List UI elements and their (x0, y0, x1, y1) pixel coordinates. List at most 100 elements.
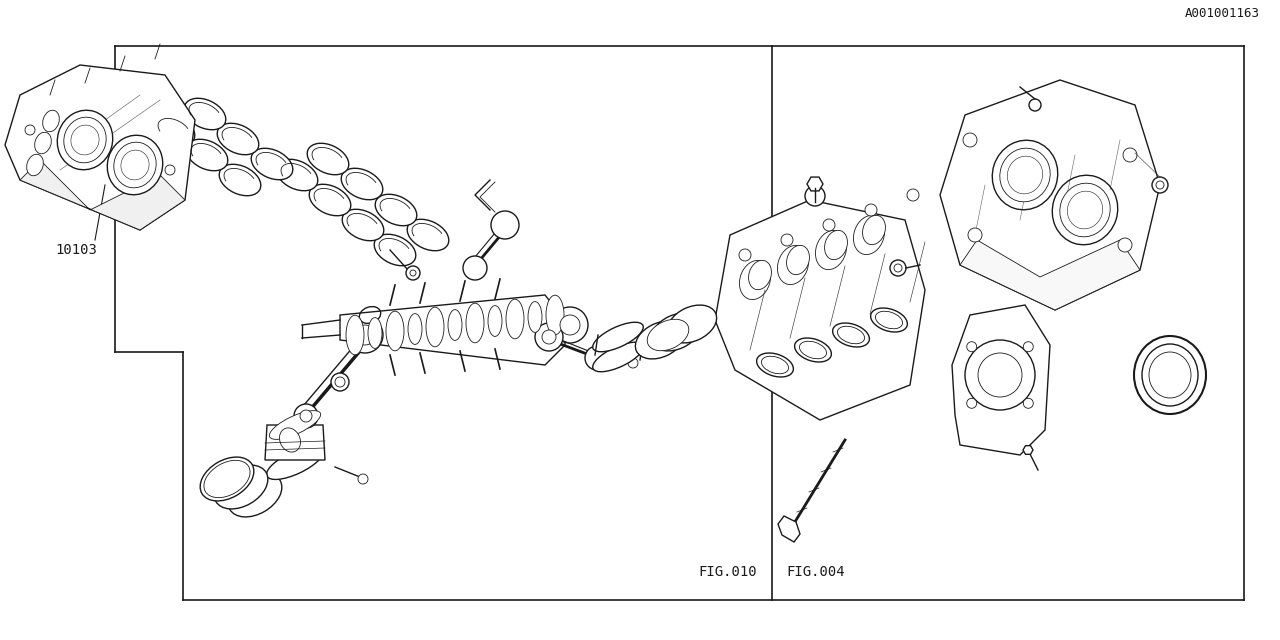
Ellipse shape (58, 110, 113, 170)
Ellipse shape (35, 132, 51, 154)
Ellipse shape (184, 99, 225, 130)
Ellipse shape (346, 316, 364, 355)
Ellipse shape (795, 338, 832, 362)
Text: A001001163: A001001163 (1185, 7, 1260, 20)
Ellipse shape (266, 447, 324, 479)
Ellipse shape (186, 140, 228, 171)
Circle shape (561, 315, 580, 335)
Circle shape (410, 270, 416, 276)
Circle shape (406, 266, 420, 280)
Circle shape (1123, 148, 1137, 162)
Polygon shape (716, 200, 925, 420)
Ellipse shape (387, 311, 404, 351)
Ellipse shape (863, 215, 886, 244)
Ellipse shape (1052, 175, 1117, 244)
Circle shape (968, 228, 982, 242)
Ellipse shape (310, 184, 351, 216)
Ellipse shape (120, 150, 148, 180)
Circle shape (165, 165, 175, 175)
Polygon shape (778, 516, 800, 542)
Ellipse shape (749, 260, 772, 290)
Circle shape (966, 342, 977, 352)
Text: FIG.010: FIG.010 (698, 565, 756, 579)
Ellipse shape (342, 209, 384, 241)
Ellipse shape (1060, 183, 1110, 237)
Ellipse shape (426, 307, 444, 347)
Circle shape (1117, 238, 1132, 252)
Ellipse shape (1134, 336, 1206, 414)
Circle shape (585, 346, 609, 370)
Ellipse shape (593, 342, 644, 372)
Circle shape (535, 323, 563, 351)
Ellipse shape (870, 308, 908, 332)
Circle shape (358, 474, 369, 484)
Circle shape (966, 398, 977, 408)
Ellipse shape (854, 216, 884, 255)
Ellipse shape (593, 323, 644, 352)
Ellipse shape (374, 234, 416, 266)
Ellipse shape (108, 135, 163, 195)
Ellipse shape (269, 411, 321, 440)
Ellipse shape (218, 124, 259, 155)
Circle shape (294, 404, 317, 428)
Ellipse shape (547, 295, 564, 335)
Ellipse shape (251, 148, 293, 180)
Ellipse shape (307, 143, 348, 175)
Ellipse shape (756, 353, 794, 377)
Circle shape (552, 307, 588, 343)
Polygon shape (806, 177, 823, 191)
Ellipse shape (740, 260, 771, 300)
Circle shape (335, 377, 346, 387)
Text: 10103: 10103 (55, 243, 97, 257)
Polygon shape (960, 240, 1140, 310)
Circle shape (628, 358, 637, 368)
Ellipse shape (219, 164, 261, 196)
Polygon shape (20, 160, 186, 230)
Ellipse shape (635, 321, 685, 359)
Circle shape (893, 264, 902, 272)
Ellipse shape (466, 303, 484, 343)
Polygon shape (265, 425, 325, 460)
Ellipse shape (375, 195, 417, 226)
Circle shape (739, 249, 751, 261)
Circle shape (541, 330, 556, 344)
Ellipse shape (667, 305, 717, 343)
Ellipse shape (448, 310, 462, 340)
Circle shape (965, 340, 1036, 410)
Ellipse shape (648, 319, 689, 351)
Ellipse shape (1149, 352, 1190, 398)
Ellipse shape (652, 313, 700, 351)
Ellipse shape (27, 154, 44, 176)
Ellipse shape (824, 230, 847, 260)
Circle shape (865, 204, 877, 216)
Circle shape (1029, 99, 1041, 111)
Circle shape (963, 133, 977, 147)
Circle shape (890, 260, 906, 276)
Circle shape (781, 234, 794, 246)
Ellipse shape (369, 317, 381, 348)
Ellipse shape (762, 356, 788, 374)
Ellipse shape (1068, 191, 1102, 229)
Ellipse shape (506, 300, 524, 339)
Ellipse shape (786, 245, 809, 275)
Ellipse shape (214, 465, 268, 509)
Ellipse shape (408, 314, 422, 344)
Circle shape (1023, 342, 1033, 352)
Polygon shape (1023, 445, 1033, 454)
Ellipse shape (876, 311, 902, 329)
Circle shape (26, 125, 35, 135)
Ellipse shape (815, 230, 846, 269)
Polygon shape (940, 80, 1160, 310)
Ellipse shape (832, 323, 869, 347)
Text: FIG.004: FIG.004 (787, 565, 846, 579)
Ellipse shape (529, 301, 541, 332)
Circle shape (463, 256, 486, 280)
Circle shape (492, 211, 518, 239)
Ellipse shape (992, 140, 1057, 210)
Ellipse shape (279, 428, 301, 452)
Ellipse shape (276, 159, 317, 191)
Circle shape (823, 219, 835, 231)
Ellipse shape (228, 473, 282, 517)
Ellipse shape (204, 460, 250, 498)
Ellipse shape (42, 110, 59, 132)
